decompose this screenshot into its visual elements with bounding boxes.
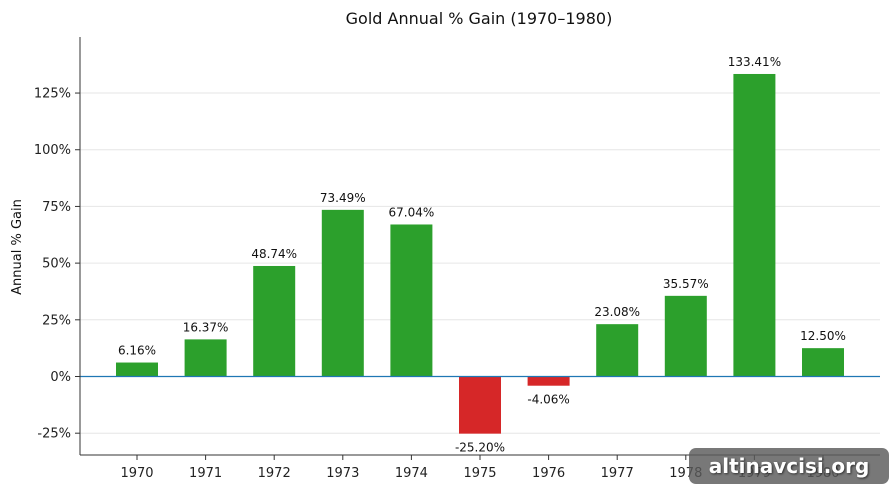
x-tick-label: 1971: [189, 466, 222, 481]
data-label: 48.74%: [251, 247, 297, 261]
y-tick-label: 100%: [34, 143, 71, 158]
data-label: 67.04%: [389, 205, 435, 219]
y-tick-label: 25%: [42, 313, 71, 328]
bar-1979: [733, 73, 776, 377]
bar-1971: [184, 339, 227, 377]
chart-title: Gold Annual % Gain (1970–1980): [346, 9, 613, 28]
x-tick-label: 1970: [120, 466, 153, 481]
data-labels: 6.16% 16.37% 48.74% 73.49% 67.04% -25.20% -4.0…: [118, 55, 846, 455]
watermark-logo: altinavcisi.org: [689, 448, 889, 484]
data-label: 73.49%: [320, 191, 366, 205]
y-tick-label: 50%: [42, 257, 71, 272]
bar-1976: [527, 376, 570, 386]
bar-1974: [390, 224, 433, 377]
data-label: 6.16%: [118, 344, 156, 358]
data-label: 16.37%: [183, 320, 229, 334]
x-tick-label: 1977: [601, 466, 634, 481]
x-tick-label: 1972: [258, 466, 291, 481]
bars: [80, 73, 880, 434]
bar-1972: [253, 265, 296, 377]
data-label: 23.08%: [594, 305, 640, 319]
bar-1975: [459, 376, 501, 434]
bar-1973: [321, 209, 364, 377]
data-label: 133.41%: [728, 55, 781, 69]
x-tick-label: 1976: [532, 466, 565, 481]
y-tick-label: 75%: [42, 200, 71, 215]
y-tick-label: 0%: [50, 370, 71, 385]
x-tick-label: 1974: [395, 466, 428, 481]
bar-1978: [664, 295, 707, 377]
bar-1970: [116, 362, 158, 377]
y-axis-title: Annual % Gain: [10, 199, 25, 295]
data-label: 35.57%: [663, 277, 709, 291]
data-label: -4.06%: [527, 393, 569, 407]
bar-1977: [596, 324, 639, 377]
x-tick-label: 1975: [463, 466, 496, 481]
y-tick-label: 125%: [34, 87, 71, 102]
data-label: -25.20%: [455, 441, 505, 455]
data-label: 12.50%: [800, 329, 846, 343]
y-tick-label: -25%: [37, 427, 71, 442]
x-tick-label: 1973: [326, 466, 359, 481]
bar-1980: [802, 348, 844, 377]
